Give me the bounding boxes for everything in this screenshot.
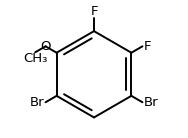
Text: F: F [90,5,98,18]
Text: O: O [40,40,51,53]
Text: F: F [144,40,151,53]
Text: Br: Br [30,96,44,109]
Text: Br: Br [144,96,158,109]
Text: CH₃: CH₃ [23,52,47,65]
